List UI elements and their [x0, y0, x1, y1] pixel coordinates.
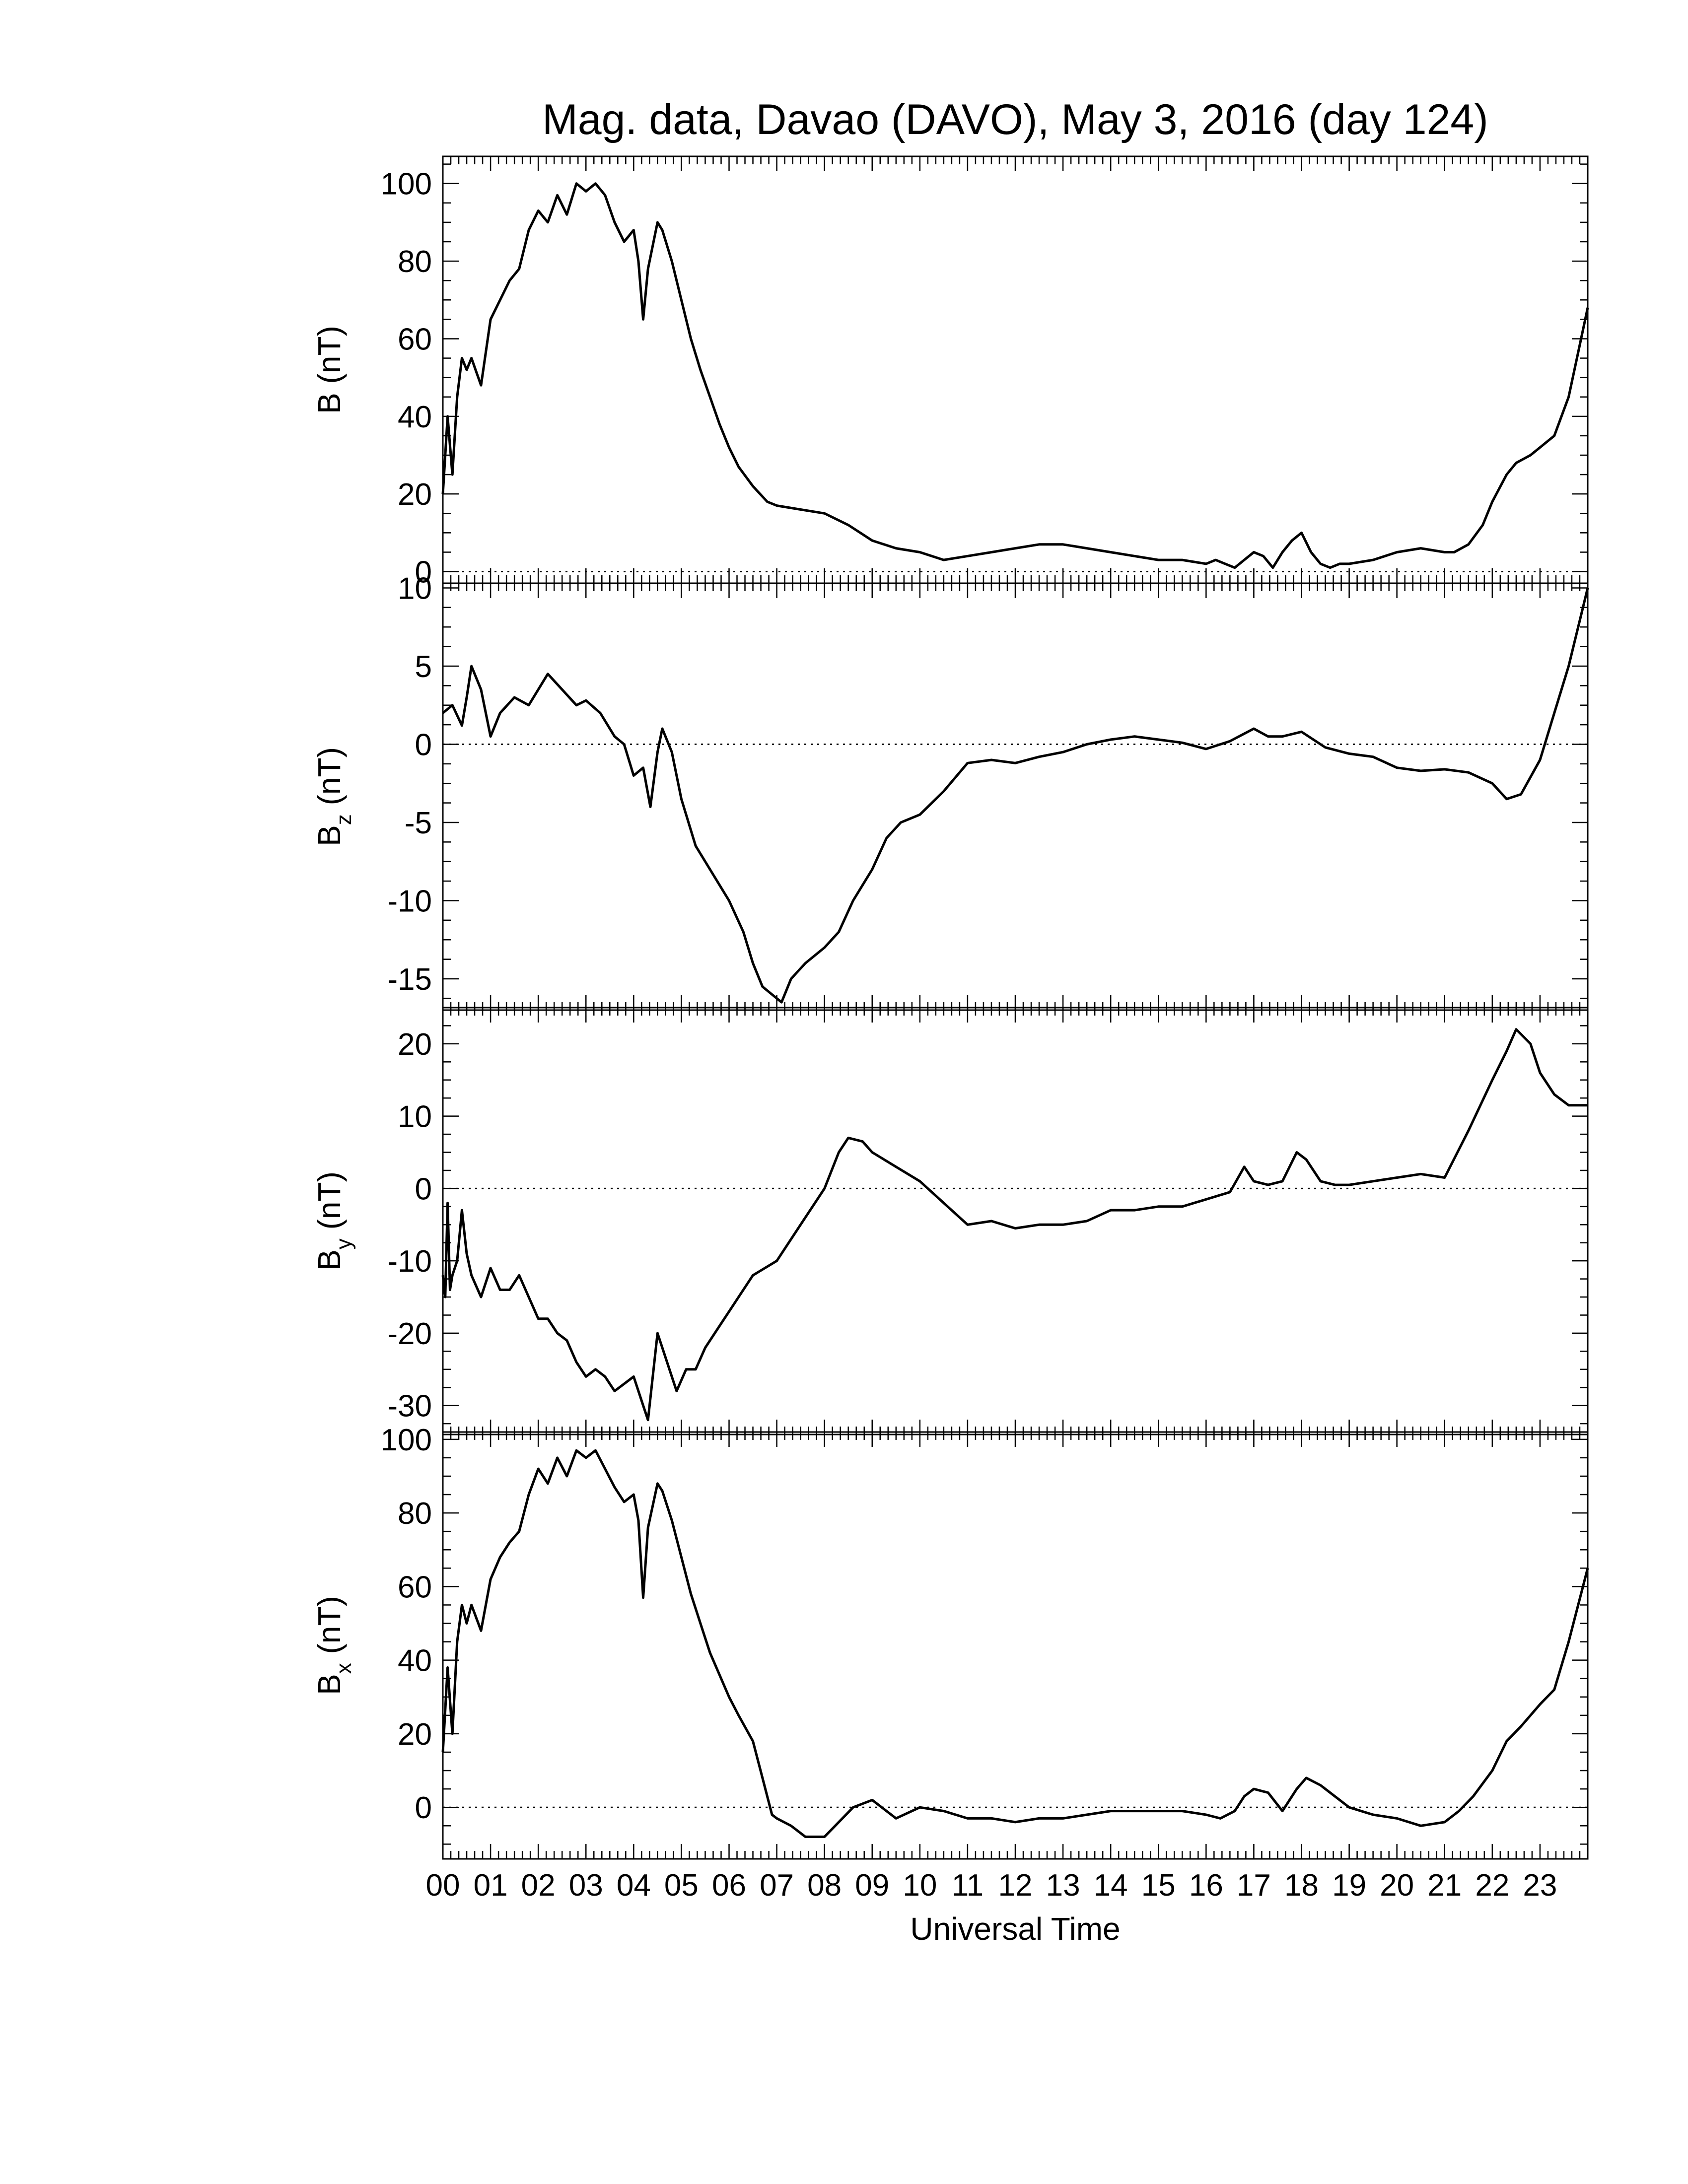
series-line	[441, 1028, 1588, 1422]
panel-4: 0 20 40 60 80 100 Bx (nT)	[311, 1423, 1589, 1860]
series-line	[442, 587, 1589, 1004]
x-tick-label: 07	[760, 1868, 794, 1903]
x-tick-label: 03	[569, 1868, 603, 1903]
x-tick-label: 02	[521, 1868, 556, 1903]
y-tick-label: 20	[398, 478, 432, 512]
y-tick-label: -5	[405, 806, 432, 840]
panel-1: 0 20 40 60 80 100 B (nT)	[311, 155, 1589, 590]
y-axis-label-unit: (nT)	[311, 1596, 347, 1663]
y-tick-label: 5	[415, 650, 432, 684]
chart-title: Mag. data, Davao (DAVO), May 3, 2016 (da…	[542, 96, 1488, 143]
series-line	[441, 1449, 1589, 1838]
x-tick-label: 21	[1427, 1868, 1462, 1903]
x-tick-label: 04	[617, 1868, 651, 1903]
y-tick-label: 80	[398, 1497, 432, 1531]
y-axis-label: By (nT)	[311, 1171, 356, 1271]
x-tick-label: 23	[1523, 1868, 1557, 1903]
y-tick-label: 80	[398, 245, 432, 279]
y-axis-label-main: B	[311, 1249, 347, 1271]
y-axis-label: B (nT)	[311, 326, 347, 414]
x-tick-label: 00	[426, 1868, 460, 1903]
series-line	[441, 182, 1589, 569]
x-tick-label: 10	[903, 1868, 937, 1903]
y-tick-label: 0	[415, 728, 432, 762]
x-tick-label: 18	[1284, 1868, 1319, 1903]
y-tick-label: 10	[398, 1100, 432, 1134]
y-axis-label-main: B	[311, 825, 347, 846]
y-axis-label-subscript: x	[332, 1663, 356, 1674]
y-tick-label: 100	[381, 167, 432, 202]
y-axis-label-unit: (nT)	[311, 326, 347, 393]
x-tick-label: 06	[712, 1868, 746, 1903]
x-tick-label: 22	[1475, 1868, 1509, 1903]
y-axis-label-unit: (nT)	[311, 747, 347, 814]
panel-3: -30 -20 -10 0 10 20 By (nT)	[311, 1007, 1589, 1435]
panel-frame	[442, 582, 1589, 1011]
x-tick-label: 12	[998, 1868, 1033, 1903]
y-tick-label: 10	[398, 571, 432, 606]
y-tick-label: 20	[398, 1717, 432, 1752]
x-axis-label: Universal Time	[910, 1911, 1120, 1947]
x-tick-label: 01	[474, 1868, 508, 1903]
x-tick-label: 20	[1380, 1868, 1414, 1903]
x-tick-label: 17	[1237, 1868, 1271, 1903]
y-tick-label: 20	[398, 1027, 432, 1062]
panel-frame	[442, 1007, 1589, 1435]
y-axis-label: Bx (nT)	[311, 1596, 356, 1695]
x-tick-label: 14	[1094, 1868, 1128, 1903]
y-tick-label: -10	[387, 884, 432, 918]
panel-frame	[442, 1431, 1589, 1860]
y-tick-label: -30	[387, 1389, 432, 1424]
y-axis-label-main: B	[311, 1674, 347, 1695]
x-tick-label: 09	[855, 1868, 889, 1903]
x-tick-label: 15	[1141, 1868, 1176, 1903]
panel-2: -15 -10 -5 0 5 10 Bz (nT)	[311, 571, 1589, 1011]
y-tick-label: 40	[398, 400, 432, 434]
x-tick-label: 05	[664, 1868, 699, 1903]
x-tick-label: 08	[807, 1868, 842, 1903]
y-tick-label: -15	[387, 962, 432, 997]
y-tick-label: 0	[415, 555, 432, 590]
x-tick-label: 11	[952, 1868, 984, 1903]
y-axis-label-subscript: y	[332, 1238, 356, 1249]
y-tick-label: 60	[398, 322, 432, 356]
y-axis-label-main: B	[311, 393, 347, 414]
y-axis-label-unit: (nT)	[311, 1171, 347, 1238]
y-axis-label: Bz (nT)	[311, 747, 356, 846]
y-tick-label: 0	[415, 1172, 432, 1206]
y-tick-label: 100	[381, 1423, 432, 1457]
y-tick-label: -20	[387, 1317, 432, 1351]
y-tick-label: -10	[387, 1244, 432, 1279]
y-tick-label: 60	[398, 1570, 432, 1604]
x-tick-label: 13	[1046, 1868, 1080, 1903]
y-tick-label: 40	[398, 1644, 432, 1678]
x-tick-label: 16	[1189, 1868, 1223, 1903]
y-axis-label-subscript: z	[332, 814, 356, 825]
x-tick-label: 19	[1332, 1868, 1366, 1903]
y-tick-label: 0	[415, 1791, 432, 1825]
